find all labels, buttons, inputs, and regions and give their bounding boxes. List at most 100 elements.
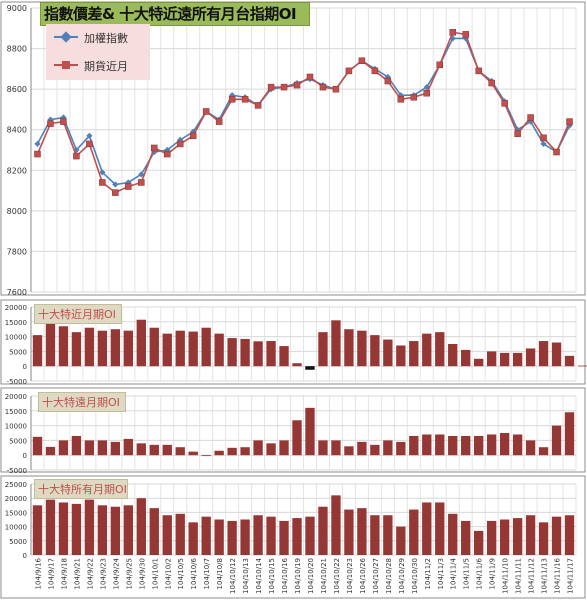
bar: [448, 513, 458, 555]
bar: [344, 446, 354, 456]
x-tick-label: 104/10/29: [398, 558, 406, 594]
bar: [32, 436, 43, 456]
bar: [486, 434, 497, 456]
bar: [97, 330, 108, 367]
x-tick-label: 104/10/22: [333, 558, 341, 594]
bar: [564, 412, 575, 456]
bar: [175, 330, 185, 367]
legend-markers: [54, 31, 78, 69]
bar: [499, 519, 510, 555]
bar: [422, 502, 432, 555]
bar: [240, 519, 250, 555]
line-series: [34, 29, 573, 196]
bar: [123, 438, 133, 456]
bar: [266, 516, 276, 555]
bar: [175, 447, 185, 456]
point-futures: [566, 118, 573, 125]
bar: [123, 505, 133, 555]
bar: [162, 515, 172, 555]
x-tick-label: 104/10/6: [190, 557, 198, 589]
y-tick-label: 8200: [7, 166, 27, 175]
point-index: [112, 181, 119, 188]
point-futures: [189, 132, 197, 140]
bar: [214, 333, 224, 367]
bar: [84, 440, 95, 456]
bar: [318, 440, 328, 456]
point-futures: [553, 148, 560, 156]
y-tick-label: 20000: [5, 304, 27, 312]
y-tick-label: 15000: [5, 509, 27, 517]
bar: [305, 516, 315, 555]
bar: [58, 440, 69, 456]
bar: [435, 332, 445, 367]
bar: [253, 515, 263, 555]
bar: [97, 505, 108, 555]
x-tick-label: 104/9/25: [125, 558, 133, 589]
bar: [305, 407, 315, 456]
x-tick-label: 104/10/27: [372, 558, 380, 594]
bars-near-month: [32, 318, 587, 370]
y-tick-label: 20000: [5, 393, 27, 401]
x-tick-label: 104/11/12: [528, 558, 536, 594]
bar: [279, 440, 289, 456]
bar: [227, 338, 237, 367]
y-tick-label: -5000: [7, 467, 27, 475]
bar: [396, 441, 406, 456]
x-tick-label: 104/11/6: [476, 557, 484, 589]
bar: [318, 506, 328, 555]
bar: [149, 444, 159, 456]
point-futures: [241, 96, 249, 103]
bar: [71, 435, 82, 456]
x-tick-label: 104/11/5: [463, 558, 471, 589]
bar: [344, 509, 354, 555]
x-tick-label: 104/10/2: [164, 558, 172, 589]
y-tick-label: 10000: [5, 524, 27, 532]
point-futures: [228, 96, 236, 103]
bars-far-month: [32, 407, 575, 457]
bar: [370, 444, 380, 456]
legend-label-futures: 期貨近月: [84, 60, 128, 73]
bar: [84, 327, 95, 367]
bar: [292, 518, 302, 555]
point-futures: [306, 73, 314, 81]
bar: [110, 506, 121, 555]
bar: [266, 341, 276, 367]
bar: [188, 522, 198, 555]
point-futures: [319, 83, 327, 91]
point-futures: [202, 108, 210, 115]
x-tick-label: 104/10/7: [203, 558, 211, 589]
bar: [162, 444, 172, 456]
x-tick-label: 104/10/13: [242, 558, 250, 594]
bar: [214, 519, 224, 555]
x-tick-label: 104/10/8: [216, 558, 224, 589]
point-futures: [151, 144, 158, 152]
x-tick-label: 104/9/23: [99, 558, 107, 589]
bar: [279, 520, 289, 555]
bar: [551, 425, 562, 456]
bar: [396, 345, 406, 367]
bar: [149, 327, 159, 367]
point-futures: [475, 67, 482, 75]
point-futures: [501, 100, 508, 107]
bar: [331, 320, 341, 367]
bar: [240, 447, 250, 456]
bar: [110, 329, 121, 367]
bar: [474, 358, 484, 367]
y-tick-labels: 7600 7800 8000 8200 8400 8600 8800 9000 20000 150…: [5, 4, 27, 560]
bar: [58, 326, 69, 367]
bar: [409, 341, 419, 367]
bar: [551, 342, 562, 367]
bar: [84, 499, 95, 555]
bar: [474, 435, 484, 456]
x-tick-label: 104/10/21: [320, 558, 328, 594]
point-futures: [164, 150, 171, 158]
bar: [331, 495, 341, 555]
bar: [214, 450, 224, 456]
bar: [32, 505, 43, 555]
x-tick-label: 104/9/21: [73, 558, 81, 589]
bar: [45, 446, 56, 456]
bar: [45, 318, 56, 367]
point-futures: [254, 102, 262, 109]
x-tick-label: 104/11/9: [489, 558, 497, 589]
x-tick-label: 104/9/24: [112, 557, 120, 589]
